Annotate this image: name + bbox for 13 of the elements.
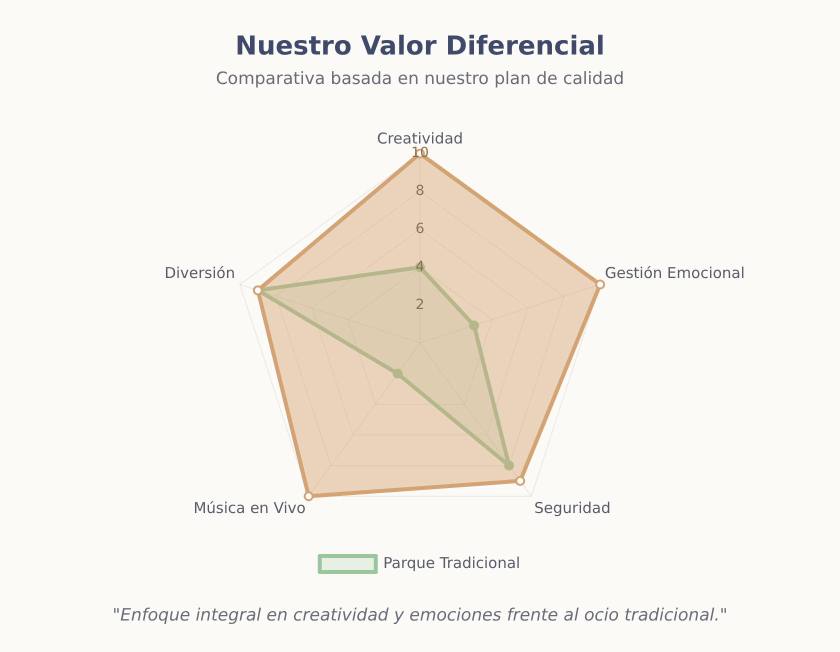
legend-label: Parque Tradicional [383, 554, 520, 572]
spoke-label: Gestión Emocional [604, 264, 745, 282]
text: "Enfoque integral en creatividad y emociones frente al ocio tradicional." [112, 605, 728, 626]
y-tick-label: 6 [416, 221, 425, 237]
y-tick-label: 4 [416, 258, 425, 275]
spoke-label: Música en Vivo [193, 499, 306, 518]
spoke-label: Seguridad [534, 499, 611, 518]
spoke-label: Diversión [164, 264, 236, 282]
chart-subtitle: Comparativa basada en nuestro plan de calidad [216, 68, 624, 89]
chart-title: Nuestro Valor Diferencial [235, 31, 605, 62]
y-tick-label: 8 [416, 183, 424, 200]
y-tick-label: 2 [416, 296, 424, 313]
spoke-label: Creatividad [376, 129, 464, 148]
